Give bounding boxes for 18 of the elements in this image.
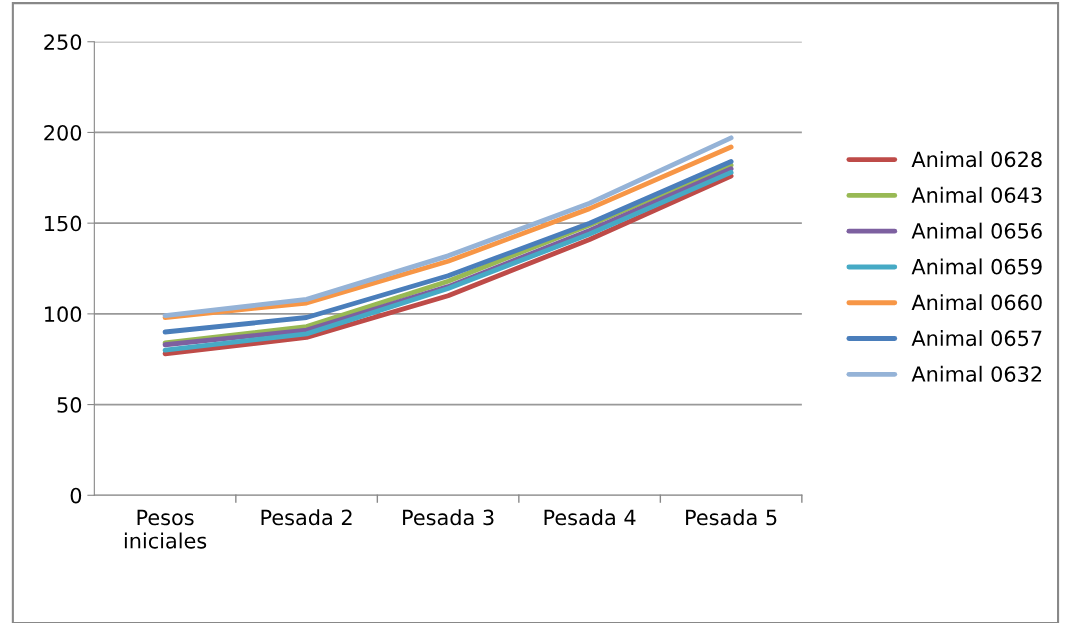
legend-label: Animal 0656: [911, 222, 1042, 239]
x-tick-label: Pesada 3: [403, 509, 494, 526]
y-tick-label: 50: [57, 397, 82, 413]
x-tick-label: Pesos iniciales: [124, 509, 207, 549]
y-tick-label: 100: [45, 306, 82, 323]
legend-label: Animal 0660: [911, 294, 1042, 311]
x-tick-label: Pesada 2: [261, 509, 352, 526]
legend-label: Animal 0659: [911, 258, 1042, 275]
legend-label: Animal 0628: [911, 151, 1042, 168]
legend-label: Animal 0632: [911, 365, 1042, 382]
legend-label: Animal 0643: [911, 186, 1042, 203]
y-tick-label: 200: [44, 124, 82, 141]
x-tick-label: Pesada 5: [686, 509, 777, 526]
y-tick-label: 0: [70, 487, 82, 504]
x-tick-label: Pesada 4: [544, 509, 636, 526]
legend-label: Animal 0657: [911, 330, 1042, 347]
y-tick-label: 250: [44, 34, 82, 50]
y-tick-label: 150: [45, 215, 82, 232]
